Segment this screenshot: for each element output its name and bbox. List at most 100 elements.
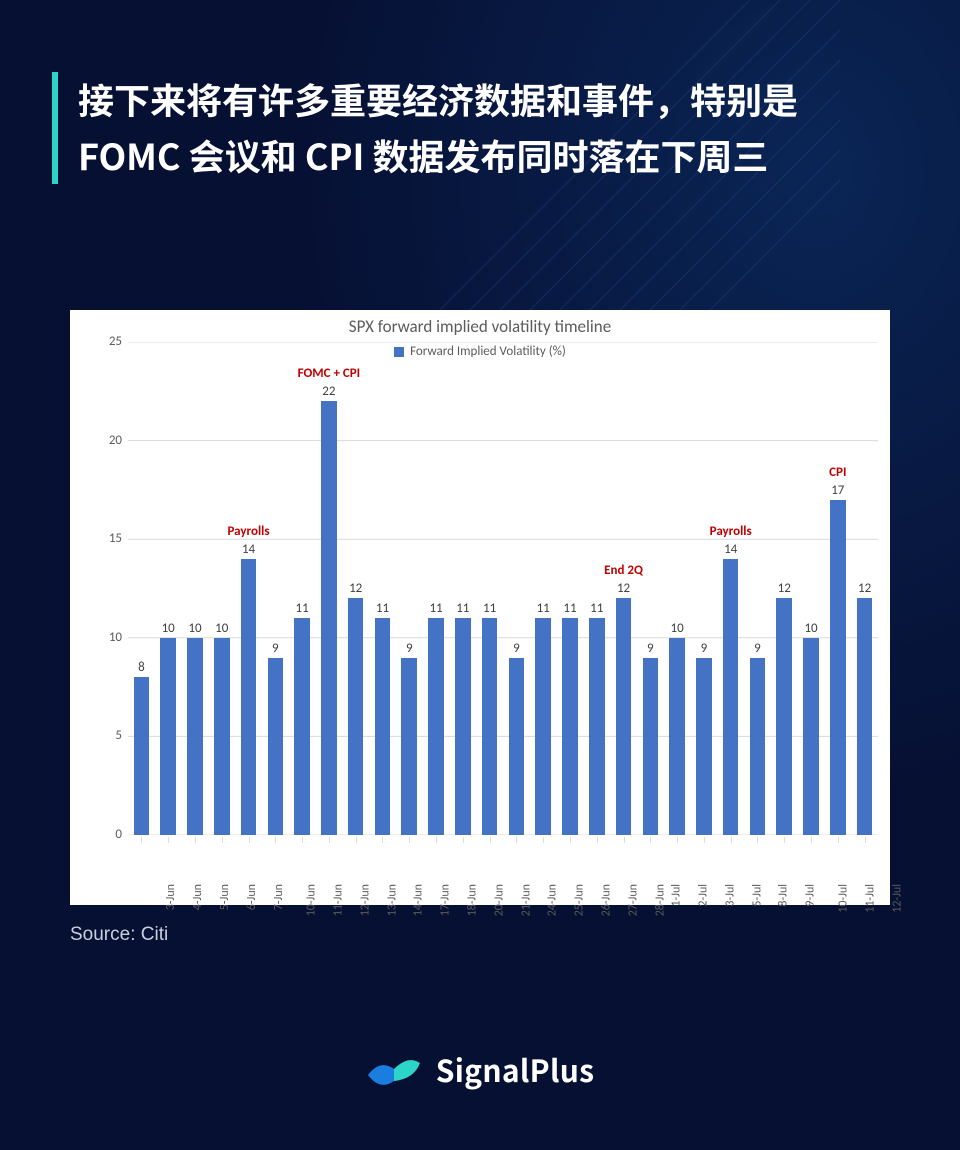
x-tick bbox=[302, 837, 303, 843]
x-tick-label: 25-Jun bbox=[572, 884, 586, 916]
bar: 11 bbox=[375, 342, 391, 835]
bar-rect bbox=[241, 559, 257, 835]
x-tick-label: 4-Jun bbox=[191, 884, 205, 910]
bar: 12 bbox=[857, 342, 873, 835]
x-tick bbox=[382, 837, 383, 843]
bar-value-label: 14 bbox=[242, 542, 255, 557]
x-tick-label: 11-Jun bbox=[331, 884, 345, 916]
x-tick-label: 11-Jul bbox=[864, 884, 878, 913]
bar: 11 bbox=[455, 342, 471, 835]
bar-value-label: 11 bbox=[376, 601, 389, 616]
x-tick-label: 28-Jun bbox=[653, 884, 667, 916]
bar-value-label: 10 bbox=[215, 621, 228, 636]
source-label: Source: Citi bbox=[70, 924, 168, 946]
x-tick bbox=[650, 837, 651, 843]
bar-value-label: 12 bbox=[858, 581, 871, 596]
bar-annotation: Payrolls bbox=[228, 524, 270, 539]
bar: 22FOMC + CPI bbox=[321, 342, 337, 835]
x-axis-labels: 3-Jun4-Jun5-Jun6-Jun7-Jun10-Jun11-Jun12-… bbox=[128, 837, 878, 897]
bar-rect bbox=[482, 618, 498, 835]
bar-rect bbox=[723, 559, 739, 835]
bar: 9 bbox=[401, 342, 417, 835]
x-tick-label: 3-Jun bbox=[165, 884, 179, 910]
bar-rect bbox=[562, 618, 578, 835]
bar-value-label: 11 bbox=[590, 601, 603, 616]
bar-value-label: 10 bbox=[671, 621, 684, 636]
bar-value-label: 10 bbox=[162, 621, 175, 636]
bar: 9 bbox=[643, 342, 659, 835]
x-tick-label: 12-Jun bbox=[358, 884, 372, 916]
bar-rect bbox=[321, 401, 337, 835]
x-tick bbox=[677, 837, 678, 843]
bar-rect bbox=[535, 618, 551, 835]
bar: 9 bbox=[696, 342, 712, 835]
bar-rect bbox=[696, 658, 712, 835]
bar-rect bbox=[643, 658, 659, 835]
x-tick-label: 10-Jul bbox=[837, 884, 851, 913]
bar-rect bbox=[455, 618, 471, 835]
x-tick bbox=[704, 837, 705, 843]
bar-rect bbox=[294, 618, 310, 835]
y-tick-label: 15 bbox=[100, 531, 122, 546]
x-tick bbox=[570, 837, 571, 843]
bar-rect bbox=[348, 598, 364, 835]
bar: 10 bbox=[160, 342, 176, 835]
bar-value-label: 9 bbox=[513, 641, 520, 656]
bar-value-label: 11 bbox=[429, 601, 442, 616]
x-tick bbox=[624, 837, 625, 843]
x-tick bbox=[409, 837, 410, 843]
x-tick-label: 5-Jul bbox=[750, 884, 764, 907]
plot-area: 810101014Payrolls91122FOMC + CPI12119111… bbox=[128, 342, 878, 835]
bar-rect bbox=[401, 658, 417, 835]
bar-rect bbox=[803, 638, 819, 835]
headline-text: 接下来将有许多重要经济数据和事件，特别是 FOMC 会议和 CPI 数据发布同时… bbox=[78, 72, 900, 184]
x-tick bbox=[597, 837, 598, 843]
bar-annotation: End 2Q bbox=[604, 563, 643, 578]
x-tick bbox=[811, 837, 812, 843]
bar-rect bbox=[589, 618, 605, 835]
bar-rect bbox=[214, 638, 230, 835]
bar: 9 bbox=[268, 342, 284, 835]
x-tick bbox=[195, 837, 196, 843]
bar: 11 bbox=[482, 342, 498, 835]
x-tick bbox=[356, 837, 357, 843]
bar: 10 bbox=[669, 342, 685, 835]
bar: 12End 2Q bbox=[616, 342, 632, 835]
bars-container: 810101014Payrolls91122FOMC + CPI12119111… bbox=[128, 342, 878, 835]
x-tick-label: 27-Jun bbox=[626, 884, 640, 916]
y-tick-label: 10 bbox=[100, 630, 122, 645]
x-tick bbox=[436, 837, 437, 843]
x-tick bbox=[838, 837, 839, 843]
bar-value-label: 9 bbox=[647, 641, 654, 656]
bar-value-label: 10 bbox=[188, 621, 201, 636]
x-tick-label: 20-Jun bbox=[492, 884, 506, 916]
bar-annotation: Payrolls bbox=[710, 524, 752, 539]
headline-block: 接下来将有许多重要经济数据和事件，特别是 FOMC 会议和 CPI 数据发布同时… bbox=[52, 72, 900, 184]
bar-value-label: 11 bbox=[296, 601, 309, 616]
bar-rect bbox=[428, 618, 444, 835]
bar: 10 bbox=[214, 342, 230, 835]
x-tick-label: 2-Jul bbox=[697, 884, 711, 907]
bar: 12 bbox=[348, 342, 364, 835]
x-tick bbox=[249, 837, 250, 843]
x-tick bbox=[543, 837, 544, 843]
x-tick bbox=[490, 837, 491, 843]
x-tick-label: 8-Jul bbox=[777, 884, 791, 907]
x-tick bbox=[865, 837, 866, 843]
bar: 10 bbox=[803, 342, 819, 835]
bar-rect bbox=[776, 598, 792, 835]
bar: 10 bbox=[187, 342, 203, 835]
bar-value-label: 12 bbox=[778, 581, 791, 596]
bar-value-label: 8 bbox=[138, 660, 145, 675]
bar: 11 bbox=[562, 342, 578, 835]
bar-value-label: 11 bbox=[456, 601, 469, 616]
bar: 11 bbox=[428, 342, 444, 835]
bar-value-label: 11 bbox=[563, 601, 576, 616]
x-tick bbox=[516, 837, 517, 843]
x-tick-label: 12-Jul bbox=[890, 884, 904, 913]
bar-rect bbox=[830, 500, 846, 835]
bar-rect bbox=[509, 658, 525, 835]
x-tick bbox=[731, 837, 732, 843]
bar-rect bbox=[669, 638, 685, 835]
bar-rect bbox=[857, 598, 873, 835]
